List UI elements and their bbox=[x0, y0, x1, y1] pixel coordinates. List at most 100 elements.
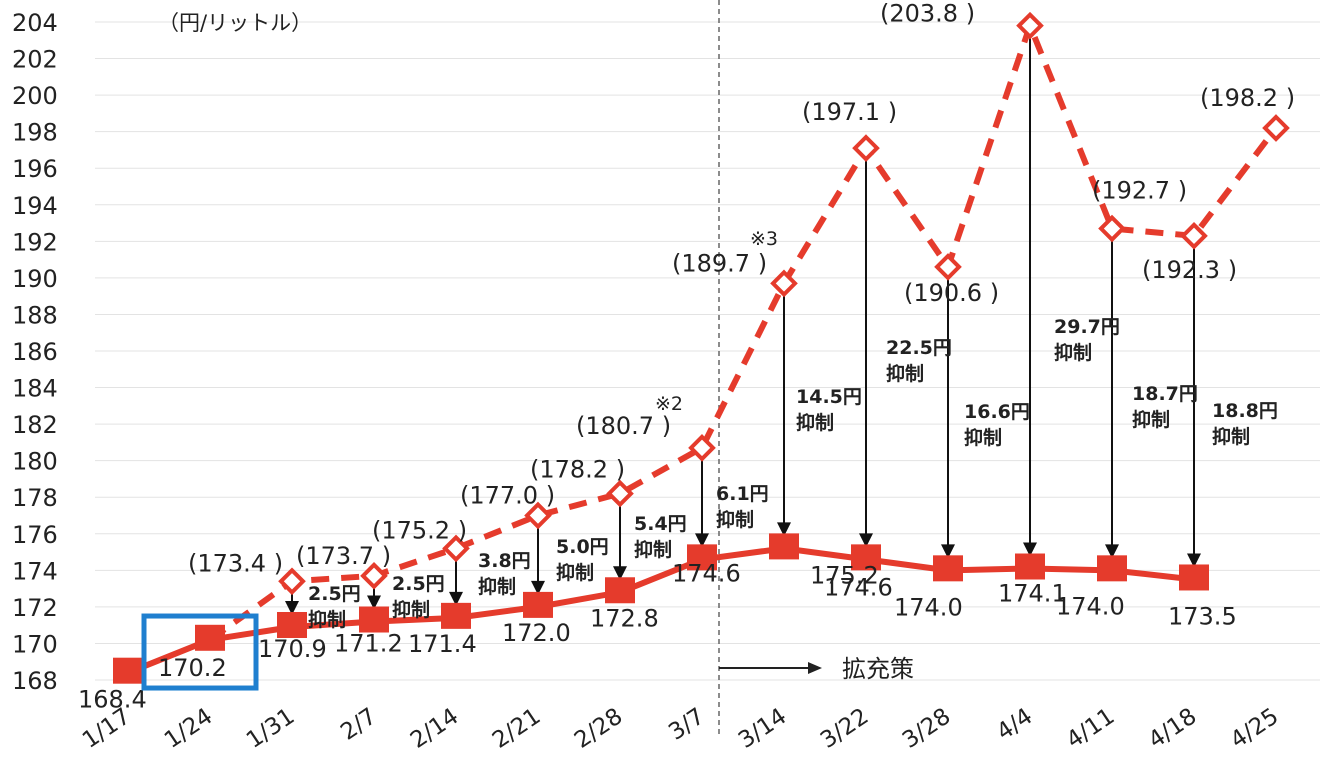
y-tick-label: 174 bbox=[12, 557, 58, 585]
unsuppressed-point bbox=[1016, 11, 1044, 40]
y-tick-label: 182 bbox=[12, 411, 58, 439]
suppression-amount: 18.7円 bbox=[1132, 383, 1198, 405]
suppression-text: 抑制 bbox=[556, 561, 594, 584]
unsuppressed-value-label: (192.7 ) bbox=[1092, 177, 1187, 205]
y-tick-label: 188 bbox=[12, 301, 58, 329]
x-tick-label: 3/7 bbox=[664, 703, 709, 745]
unsuppressed-point bbox=[852, 134, 880, 162]
actual-value-label: 174.0 bbox=[894, 593, 963, 621]
y-tick-label: 186 bbox=[12, 338, 58, 366]
unsuppressed-value-label: (192.3 ) bbox=[1142, 256, 1237, 284]
actual-value-label: 168.4 bbox=[78, 686, 147, 714]
expansion-marker: 拡充策 bbox=[719, 655, 914, 683]
unsuppressed-value-label: (189.7 ) bbox=[672, 249, 767, 277]
unsuppressed-value-label: (178.2 ) bbox=[530, 456, 625, 484]
suppression-arrow-head bbox=[1105, 544, 1119, 559]
y-tick-label: 178 bbox=[12, 484, 58, 512]
suppression-amount: 14.5円 bbox=[796, 386, 862, 408]
actual-value-label: 171.4 bbox=[408, 630, 477, 658]
suppression-text: 抑制 bbox=[1054, 341, 1092, 364]
unsuppressed-value-label: (197.1 ) bbox=[802, 98, 897, 126]
x-tick-label: 1/31 bbox=[242, 703, 299, 753]
actual-value-label: 174.1 bbox=[998, 580, 1067, 608]
suppression-text: 抑制 bbox=[1212, 425, 1250, 448]
actual-value-label: 173.5 bbox=[1168, 602, 1237, 630]
unsuppressed-point bbox=[934, 253, 962, 281]
suppression-arrow-head bbox=[531, 580, 545, 595]
actual-point bbox=[1179, 564, 1209, 591]
x-tick-label: 2/14 bbox=[406, 703, 463, 753]
suppression-amount: 3.8円 bbox=[478, 550, 531, 572]
suppression-amount: 22.5円 bbox=[886, 337, 952, 359]
y-tick-label: 172 bbox=[12, 594, 58, 622]
actual-value-label: 170.2 bbox=[158, 654, 227, 682]
unsuppressed-point bbox=[606, 479, 634, 508]
unsuppressed-value-label: (173.4 ) bbox=[188, 549, 283, 577]
actual-point bbox=[687, 544, 717, 571]
actual-value-label: 175.2 bbox=[810, 561, 879, 589]
suppression-labels: 2.5円抑制2.5円抑制3.8円抑制5.0円抑制5.4円抑制6.1円抑制14.5… bbox=[308, 316, 1278, 631]
actual-point bbox=[851, 544, 881, 571]
suppression-arrow-head bbox=[941, 544, 955, 559]
note-marks: ※2 ※3 bbox=[655, 228, 778, 415]
suppression-arrow-head bbox=[777, 522, 791, 537]
divider-arrow-head bbox=[808, 662, 822, 674]
divider-label: 拡充策 bbox=[842, 655, 914, 683]
y-tick-label: 204 bbox=[12, 9, 58, 37]
suppression-amount: 6.1円 bbox=[716, 483, 769, 505]
unsuppressed-point bbox=[688, 434, 716, 462]
actual-value-label: 172.0 bbox=[502, 619, 571, 647]
unsuppressed-value-label: (177.0 ) bbox=[460, 482, 555, 510]
suppression-text: 抑制 bbox=[1132, 408, 1170, 431]
y-tick-label: 202 bbox=[12, 46, 58, 74]
unsuppressed-point bbox=[360, 561, 388, 590]
actual-point bbox=[605, 577, 635, 604]
actual-value-label: 171.2 bbox=[334, 630, 403, 658]
unsuppressed-value-label: (180.7 ) bbox=[576, 412, 671, 440]
suppression-arrow-head bbox=[1023, 542, 1037, 557]
actual-point bbox=[277, 611, 307, 638]
y-tick-label: 200 bbox=[12, 82, 58, 110]
y-tick-label: 180 bbox=[12, 448, 58, 476]
unsuppressed-point bbox=[770, 269, 798, 298]
unsuppressed-value-label: (203.8 ) bbox=[880, 0, 975, 28]
actual-value-label: 172.8 bbox=[590, 604, 659, 632]
actual-value-label: 174.6 bbox=[824, 573, 893, 601]
y-tick-label: 168 bbox=[12, 667, 58, 695]
suppression-text: 抑制 bbox=[886, 362, 924, 385]
actual-value-label: 174.0 bbox=[1056, 592, 1125, 620]
grid-lines bbox=[95, 21, 1320, 681]
actual-point bbox=[1015, 553, 1045, 580]
actual-point bbox=[441, 602, 471, 629]
y-tick-label: 184 bbox=[12, 375, 58, 403]
highlight-box bbox=[141, 613, 259, 691]
unsuppressed-value-label: (198.2 ) bbox=[1200, 84, 1295, 112]
unsuppressed-value-label: (190.6 ) bbox=[904, 279, 999, 307]
suppression-text: 抑制 bbox=[308, 608, 346, 631]
highlight-box-rect bbox=[141, 613, 259, 691]
actual-point bbox=[195, 624, 225, 651]
suppression-amount: 5.0円 bbox=[556, 536, 609, 558]
x-tick-label: 3/28 bbox=[898, 703, 955, 753]
x-tick-label: 1/24 bbox=[160, 703, 217, 753]
suppression-arrow-head bbox=[859, 533, 873, 548]
suppression-amount: 29.7円 bbox=[1054, 316, 1120, 338]
note-mark: ※3 bbox=[750, 228, 778, 250]
y-tick-label: 192 bbox=[12, 228, 58, 256]
x-tick-label: 2/21 bbox=[488, 703, 545, 753]
suppression-arrow-head bbox=[367, 595, 381, 610]
actual-point bbox=[1097, 555, 1127, 582]
x-tick-label: 4/25 bbox=[1226, 703, 1283, 753]
series-actual bbox=[113, 533, 1209, 684]
x-tick-label: 4/18 bbox=[1144, 703, 1201, 753]
x-axis: 1/17 1/24 1/31 2/7 2/14 2/21 2/28 3/7 3/14 3/22 3/… bbox=[78, 703, 1283, 753]
suppression-arrow-head bbox=[695, 533, 709, 548]
unsuppressed-line bbox=[208, 17, 1279, 643]
suppression-arrow-head bbox=[449, 591, 463, 606]
unsuppressed-value-label: (173.7 ) bbox=[296, 542, 391, 570]
x-tick-label: 4/11 bbox=[1062, 703, 1119, 753]
unsuppressed-point bbox=[524, 501, 552, 530]
x-tick-label: 3/14 bbox=[734, 703, 791, 753]
suppression-amount: 5.4円 bbox=[634, 513, 687, 535]
